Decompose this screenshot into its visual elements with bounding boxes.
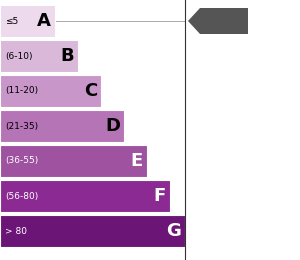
- Bar: [0, 110, 124, 142]
- Bar: [0, 145, 147, 177]
- Text: E: E: [131, 152, 143, 170]
- Text: (6-10): (6-10): [5, 51, 32, 61]
- Text: A: A: [37, 12, 51, 30]
- Polygon shape: [188, 8, 248, 34]
- Bar: [0, 215, 185, 247]
- Text: B: B: [60, 47, 74, 65]
- Text: (11-20): (11-20): [5, 87, 38, 95]
- Bar: [0, 180, 170, 212]
- Text: (36-55): (36-55): [5, 157, 38, 166]
- Text: (56-80): (56-80): [5, 192, 38, 200]
- Bar: [0, 75, 101, 107]
- Text: D: D: [105, 117, 120, 135]
- Text: ≤5: ≤5: [5, 16, 18, 25]
- Text: F: F: [154, 187, 166, 205]
- Text: (21-35): (21-35): [5, 121, 38, 131]
- Bar: [0, 40, 78, 72]
- Bar: [0, 5, 55, 37]
- Text: C: C: [84, 82, 97, 100]
- Text: G: G: [166, 222, 181, 240]
- Text: > 80: > 80: [5, 226, 27, 236]
